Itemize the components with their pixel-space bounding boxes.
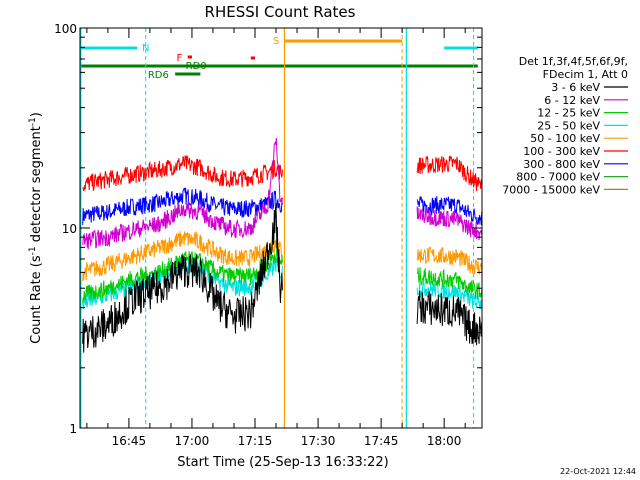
series-line-50-100keV [82, 230, 283, 282]
y-tick-label: 100 [54, 22, 77, 36]
x-tick-label: 17:00 [175, 434, 210, 448]
x-tick-label: 18:00 [427, 434, 462, 448]
series-line-50-100keV [416, 246, 483, 275]
legend: Det 1f,3f,4f,5f,6f,9f, FDecim 1, Att 0 3… [502, 55, 628, 196]
x-tick-label: 16:45 [112, 434, 147, 448]
legend-entry-label: 100 - 300 keV [523, 145, 600, 158]
x-tick-label: 17:45 [364, 434, 399, 448]
x-tick-label: 17:30 [301, 434, 336, 448]
legend-entry-label: 800 - 7000 keV [516, 171, 600, 184]
y-tick-label: 1 [69, 422, 77, 436]
legend-entry-label: 12 - 25 keV [537, 107, 600, 120]
legend-header-line-1: Det 1f,3f,4f,5f,6f,9f, [519, 55, 628, 68]
series-line-300-800keV [82, 187, 283, 225]
legend-entry-label: 6 - 12 keV [544, 94, 600, 107]
x-tick-label: 17:15 [238, 434, 273, 448]
legend-entry-label: 50 - 100 keV [530, 132, 600, 145]
legend-entry-label: 25 - 50 keV [537, 119, 600, 132]
x-axis-label: Start Time (25-Sep-13 16:33:22) [177, 455, 388, 470]
series-line-3-6keV [82, 202, 283, 353]
series-line-25-50keV [82, 255, 283, 310]
y-axis-label: Count Rate (s-1 detector segment-1) [28, 112, 44, 344]
chart-marks: N F RD0 RD6 S [80, 28, 478, 428]
series-line-100-300keV [416, 154, 483, 192]
axis-ticks: 1 10 100 16:45 17:00 17:15 17:30 17:45 18:00 [54, 22, 482, 448]
legend-entry-label: 7000 - 15000 keV [502, 183, 600, 196]
generation-timestamp: 22-Oct-2021 12:44 [560, 467, 636, 476]
flag-label: N [142, 43, 149, 54]
series-line-6-12keV [82, 137, 283, 250]
series-line-12-25keV [416, 267, 483, 300]
series-line-12-25keV [82, 246, 283, 303]
series-line-3-6keV [416, 291, 483, 346]
flag-label: S [273, 36, 279, 47]
series-line-100-300keV [82, 154, 283, 192]
data-series-layer [82, 137, 483, 353]
legend-entry-label: 300 - 800 keV [523, 158, 600, 171]
flag-label: F [176, 53, 182, 64]
flag-label: RD0 [186, 61, 207, 72]
flag-label: RD6 [148, 70, 169, 81]
series-line-300-800keV [416, 196, 483, 226]
legend-entry-label: 3 - 6 keV [551, 81, 600, 94]
y-tick-label: 10 [62, 222, 77, 236]
series-line-6-12keV [416, 206, 483, 241]
legend-header-line-2: FDecim 1, Att 0 [543, 68, 628, 81]
series-line-25-50keV [416, 279, 483, 310]
chart-title: RHESSI Count Rates [205, 3, 356, 21]
